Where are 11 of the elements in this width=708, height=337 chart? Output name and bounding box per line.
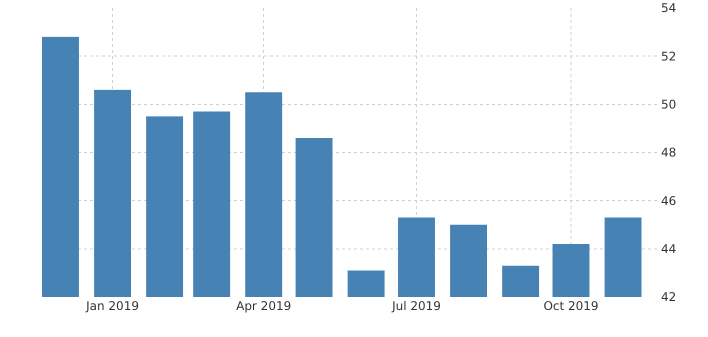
x-tick-label: Apr 2019: [236, 299, 292, 313]
x-tick-label: Jan 2019: [85, 299, 139, 313]
y-tick-label: 48: [661, 146, 676, 160]
x-tick-label: Jul 2019: [391, 299, 441, 313]
y-tick-label: 54: [661, 1, 676, 16]
y-tick-label: 46: [661, 194, 676, 208]
y-tick-label: 50: [661, 98, 676, 112]
y-tick-label: 52: [661, 49, 676, 64]
y-tick-label: 42: [661, 290, 676, 304]
y-tick-label: 44: [661, 242, 676, 256]
x-tick-label: Oct 2019: [543, 299, 599, 313]
